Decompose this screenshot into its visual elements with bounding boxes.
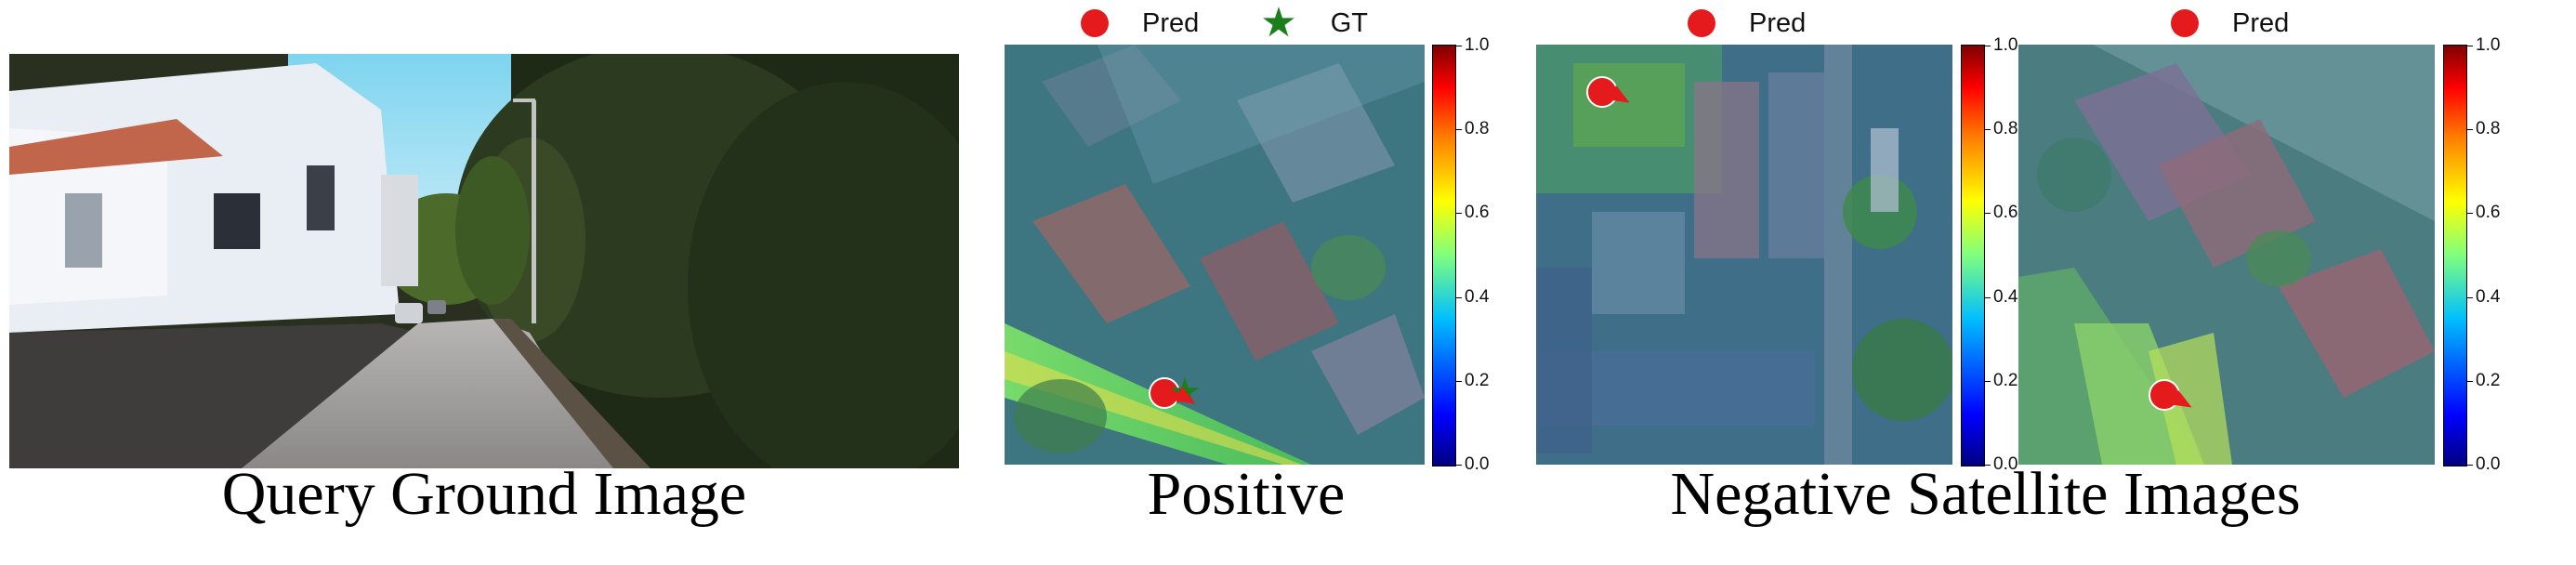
positive-satellite-heatmap: ★ <box>1005 45 1425 465</box>
caption-query: Query Ground Image <box>221 460 747 528</box>
colorbar-tick: 0.4 <box>1454 287 1490 307</box>
red-circle-icon <box>1081 9 1109 37</box>
legend-item-pred: Pred <box>1081 8 1199 39</box>
legend-item-pred: Pred <box>2171 8 2289 39</box>
colorbar-tick: 1.0 <box>1983 35 2018 55</box>
colorbar-tick: 0.8 <box>2465 119 2501 138</box>
legend-item-pred: Pred <box>1688 8 1806 39</box>
negative-1-colorbar <box>1961 45 1985 466</box>
positive-colorbar <box>1432 45 1456 466</box>
legend-pred-label: Pred <box>1142 7 1200 38</box>
colorbar-tick: 0.2 <box>1454 371 1490 390</box>
colorbar-tick: 0.2 <box>2465 371 2501 390</box>
legend-pred-label: Pred <box>1749 7 1807 38</box>
gt-star-marker: ★ <box>1168 372 1202 413</box>
colorbar-tick: 0.4 <box>1983 287 2018 307</box>
legend-item-gt: ★ GT <box>1260 3 1368 44</box>
colorbar-tick: 0.6 <box>1454 203 1490 222</box>
colorbar-tick: 0.8 <box>1454 119 1490 138</box>
colorbar-tick: 0.2 <box>1983 371 2018 390</box>
legend-positive: Pred ★ GT <box>1081 0 1368 46</box>
pred-marker <box>1586 76 1618 108</box>
colorbar-tick: 1.0 <box>2465 35 2501 55</box>
negative-heatmap-image-1 <box>1536 45 1952 465</box>
colorbar-tick: 1.0 <box>1454 35 1490 55</box>
colorbar-tick: 0.6 <box>1983 203 2018 222</box>
pred-marker <box>1149 377 1180 409</box>
positive-heatmap-image <box>1005 45 1425 465</box>
colorbar-tick: 0.0 <box>1983 454 2018 474</box>
legend-negative-2: Pred <box>2171 0 2289 46</box>
red-circle-icon <box>2171 9 2199 37</box>
colorbar-tick: 0.0 <box>2465 454 2501 474</box>
negative-2-colorbar <box>2443 45 2467 466</box>
negative-heatmap-image-2 <box>2018 45 2435 465</box>
colorbar-tick: 0.0 <box>1454 454 1490 474</box>
legend-negative-1: Pred <box>1688 0 1806 46</box>
street-scene <box>9 54 959 468</box>
colorbar-tick: 0.4 <box>2465 287 2501 307</box>
negative-satellite-heatmap-2 <box>2018 45 2435 465</box>
red-circle-icon <box>1688 9 1715 37</box>
colorbar-tick: 0.6 <box>2465 203 2501 222</box>
legend-gt-label: GT <box>1330 7 1368 38</box>
pred-marker <box>2149 379 2180 411</box>
legend-pred-label: Pred <box>2232 7 2290 38</box>
colorbar-tick: 0.8 <box>1983 119 2018 138</box>
green-star-icon: ★ <box>1260 0 1297 46</box>
caption-negative: Negative Satellite Images <box>1670 460 2301 528</box>
negative-satellite-heatmap-1 <box>1536 45 1952 465</box>
caption-positive: Positive <box>1147 460 1346 528</box>
query-ground-image <box>9 54 959 468</box>
